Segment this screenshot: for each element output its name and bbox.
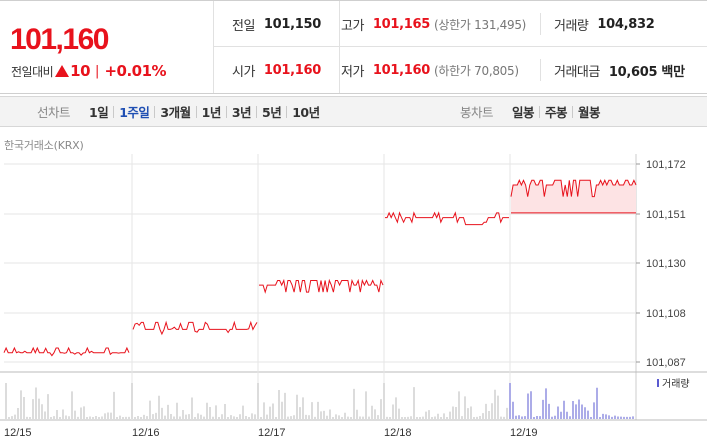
price-fill-area	[511, 180, 636, 213]
info-row-2: 시가 101,160 저가 101,160 (하한가 70,805) 거래대금 …	[214, 47, 707, 93]
x-tick-label: 12/18	[384, 427, 412, 439]
y-tick-label: 101,108	[646, 308, 686, 320]
chart-toolbar: 선차트 1일 1주일 3개월 1년 3년 5년 10년 봉차트 일봉 주봉 월봉	[0, 96, 707, 127]
candle-chart-periods: 봉차트 일봉 주봉 월봉	[460, 97, 605, 126]
toolbar-separator	[539, 105, 541, 118]
candle-period-button-1[interactable]: 일봉	[512, 105, 535, 120]
price-line-12-17	[259, 278, 384, 294]
info-cell-trade-value: 거래대금 10,605 백만	[554, 47, 707, 93]
change-separator: |	[95, 63, 100, 79]
toolbar-separator	[113, 105, 115, 118]
current-price: 101,160	[10, 23, 109, 56]
change-value: 10	[70, 62, 91, 80]
info-label: 거래량	[554, 18, 589, 34]
info-value: 104,832	[597, 16, 655, 32]
volume-legend-label: 거래량	[662, 378, 690, 390]
price-line-12-15	[3, 346, 130, 357]
line-chart-periods: 선차트 1일 1주일 3개월 1년 3년 5년 10년	[37, 97, 325, 126]
x-tick-label: 12/15	[4, 427, 32, 439]
info-label: 고가	[341, 18, 364, 34]
period-button-6[interactable]: 5년	[262, 105, 282, 120]
x-tick-label: 12/16	[132, 427, 160, 439]
toolbar-separator	[225, 105, 227, 118]
info-cell-open: 시가 101,160	[232, 47, 340, 93]
period-button-7[interactable]: 10년	[292, 105, 320, 120]
toolbar-separator	[572, 105, 574, 118]
info-sub: (상한가 131,495)	[434, 17, 527, 32]
info-label: 시가	[232, 64, 255, 80]
info-cell-high: 고가 101,165 (상한가 131,495)	[341, 1, 549, 47]
divider	[540, 59, 541, 81]
toolbar-separator	[195, 105, 197, 118]
y-tick-label: 101,172	[646, 159, 686, 171]
price-box: 101,160 전일대비 10 | +0.01%	[0, 1, 214, 93]
line-chart-title: 선차트	[37, 105, 71, 120]
info-sub: (하한가 70,805)	[434, 63, 519, 78]
toolbar-separator	[154, 105, 156, 118]
divider	[540, 13, 541, 35]
change-row: 전일대비 10 | +0.01%	[11, 62, 167, 80]
change-label: 전일대비	[11, 64, 54, 79]
period-button-1[interactable]: 1일	[89, 105, 109, 120]
y-tick-label: 101,151	[646, 209, 686, 221]
price-line-12-16	[132, 320, 258, 336]
up-triangle-icon	[55, 65, 70, 77]
period-button-5[interactable]: 3년	[231, 105, 252, 120]
quote-panel: 101,160 전일대비 10 | +0.01% 전일 101,150 고가 1…	[0, 0, 707, 94]
x-tick-label: 12/17	[258, 427, 286, 439]
info-cell-low: 저가 101,160 (하한가 70,805)	[341, 47, 549, 93]
info-cell-volume: 거래량 104,832	[554, 1, 707, 47]
data-source-label: 한국거래소(KRX)	[4, 139, 84, 152]
price-line-12-18	[385, 211, 509, 226]
x-tick-label: 12/19	[510, 427, 538, 439]
y-tick-label: 101,087	[646, 357, 686, 369]
y-tick-label: 101,130	[646, 258, 686, 270]
change-rate: +0.01%	[104, 62, 167, 80]
candle-chart-title: 봉차트	[460, 105, 494, 120]
period-button-3[interactable]: 3개월	[160, 105, 191, 120]
info-value: 101,160	[263, 62, 322, 78]
info-label: 거래대금	[554, 64, 600, 80]
price-line-12-19	[510, 179, 637, 198]
info-value: 101,150	[263, 16, 322, 32]
info-label: 전일	[232, 18, 255, 34]
quote-info-grid: 전일 101,150 고가 101,165 (상한가 131,495) 거래량 …	[214, 1, 707, 93]
toolbar-separator	[256, 105, 258, 118]
info-value: 101,160	[372, 62, 431, 78]
period-button-2[interactable]: 1주일	[119, 105, 150, 120]
info-cell-prev-close: 전일 101,150	[232, 1, 340, 47]
volume-legend-swatch	[657, 379, 659, 387]
period-button-4[interactable]: 1년	[201, 105, 222, 120]
candle-period-button-3[interactable]: 월봉	[578, 105, 601, 120]
info-row-1: 전일 101,150 고가 101,165 (상한가 131,495) 거래량 …	[214, 1, 707, 47]
candle-period-button-2[interactable]: 주봉	[545, 105, 568, 120]
info-value: 101,165	[372, 16, 431, 32]
info-label: 저가	[341, 64, 364, 80]
toolbar-separator	[286, 105, 288, 118]
info-value: 10,605 백만	[608, 64, 685, 80]
